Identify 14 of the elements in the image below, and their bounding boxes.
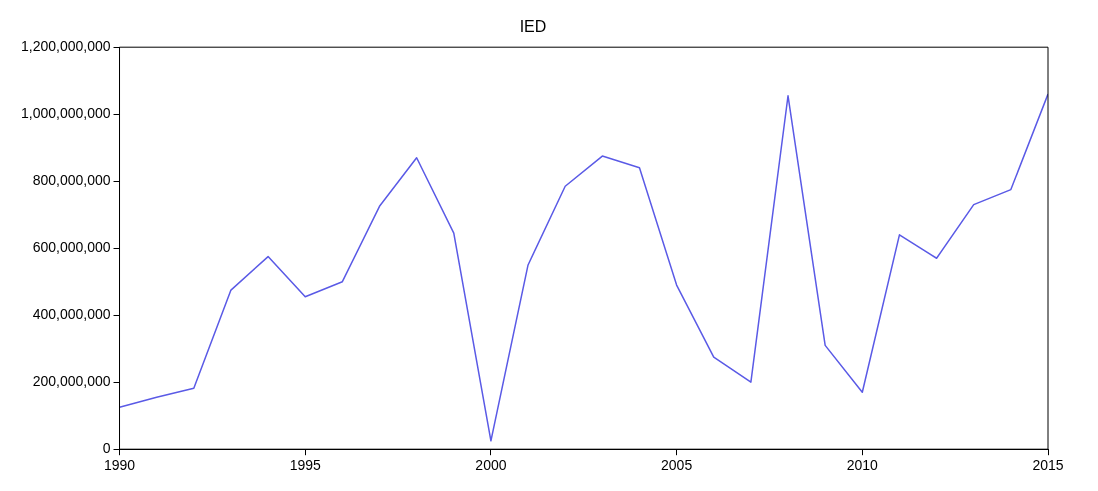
y-tick-label: 800,000,000: [32, 172, 111, 189]
y-tick-label: 1,200,000,000: [21, 38, 111, 55]
x-tick-label: 2000: [475, 457, 507, 474]
x-tick-label: 1995: [289, 457, 321, 474]
x-tick-label: 2015: [1032, 457, 1064, 474]
y-tick-label: 200,000,000: [32, 373, 111, 390]
y-tick-label: 600,000,000: [32, 239, 111, 256]
chart-title: IED: [519, 18, 547, 36]
x-tick-label: 2010: [846, 457, 879, 474]
y-tick-label: 400,000,000: [32, 306, 111, 323]
y-tick-label: 1,000,000,000: [21, 105, 111, 122]
x-tick-label: 2005: [661, 457, 693, 474]
x-tick-label: 1990: [103, 457, 136, 474]
y-tick-label: 0: [102, 440, 111, 457]
